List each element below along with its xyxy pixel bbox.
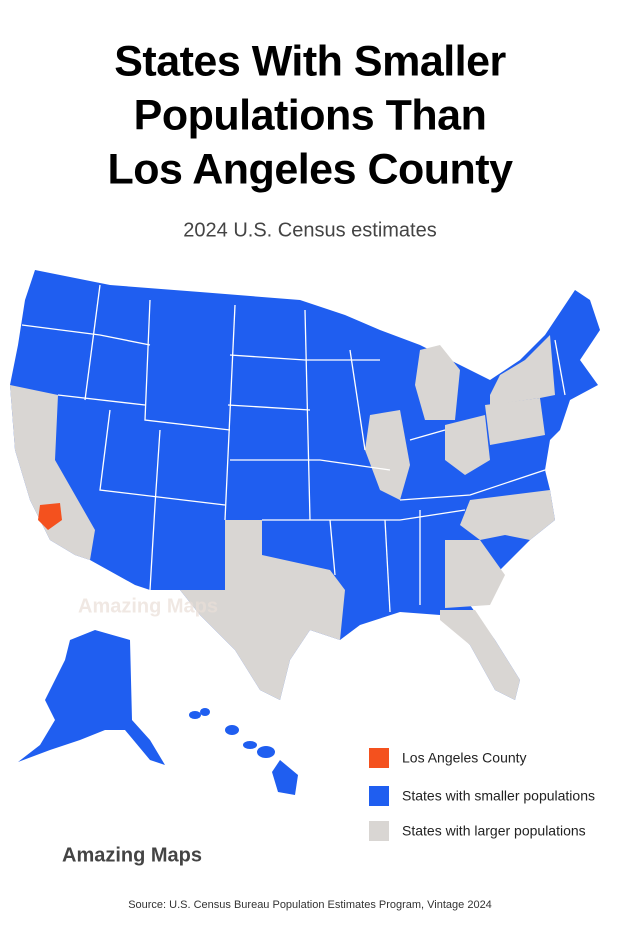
hawaii-island [257,746,275,758]
watermark: Amazing Maps [78,595,218,617]
legend-label: States with larger populations [402,823,586,839]
larger-state [365,410,410,500]
legend: Los Angeles County States with smaller p… [369,748,595,841]
title-line: Populations Than [134,91,487,139]
larger-state [485,398,545,445]
map [10,270,600,795]
larger-state [490,335,555,405]
larger-state [445,415,490,475]
hawaii-island [225,725,239,735]
larger-state [10,385,95,560]
legend-label: Los Angeles County [402,750,527,766]
legend-swatch [369,786,389,806]
alaska [18,630,165,765]
hawaii [189,708,298,795]
larger-state [460,490,555,540]
larger-state [415,345,460,420]
hawaii-island [189,711,201,719]
hawaii-island [272,760,298,795]
source: Source: U.S. Census Bureau Population Es… [128,899,492,911]
legend-swatch [369,748,389,768]
subtitle: 2024 U.S. Census estimates [183,219,436,241]
legend-swatch [369,821,389,841]
larger-state [440,610,520,700]
larger-state [445,540,505,608]
title-line: States With Smaller [114,37,506,85]
title-line: Los Angeles County [107,145,513,193]
la-county [38,503,62,530]
legend-label: States with smaller populations [402,788,595,804]
hawaii-island [200,708,210,716]
brand: Amazing Maps [62,844,202,866]
larger-state [180,520,345,700]
state-borders [21,284,566,613]
hawaii-island [243,741,257,749]
